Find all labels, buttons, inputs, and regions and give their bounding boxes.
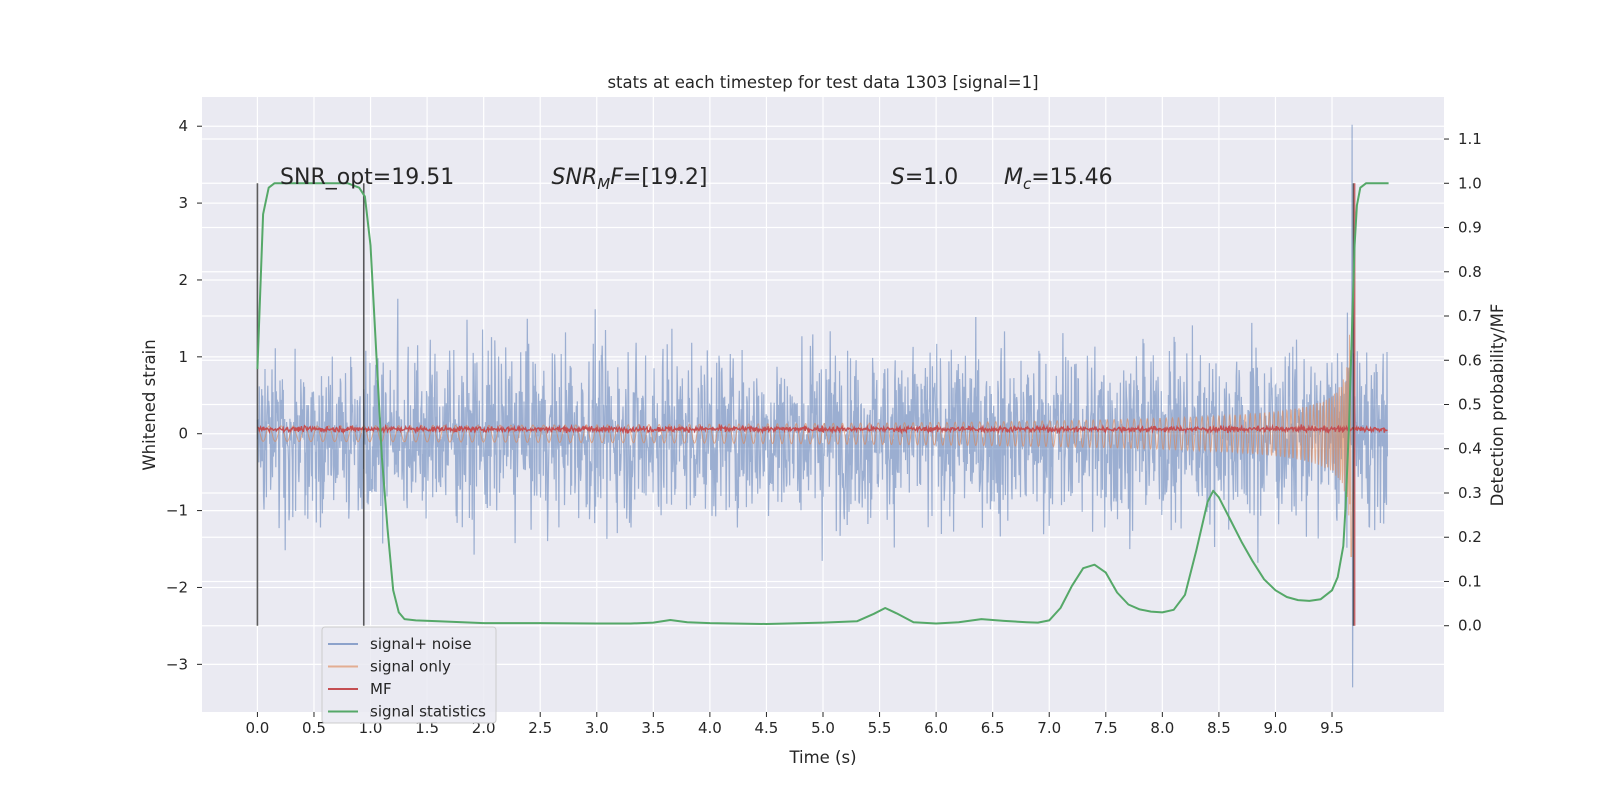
y-tick-label-left: 1 (178, 348, 188, 366)
legend: signal+ noise signal only MF signal statist… (321, 626, 497, 724)
x-tick-label: 5.5 (868, 719, 892, 737)
legend-label-3: signal statistics (370, 703, 486, 721)
legend-box (321, 626, 497, 724)
annotation-3: Mc=15.46 (1004, 165, 1113, 193)
series-signal-statistics-line (256, 182, 1389, 625)
y-tick-label-right: 0.9 (1458, 219, 1482, 237)
series-signal-only-line (257, 334, 1356, 557)
y-tick-label-left: 0 (178, 425, 188, 443)
x-tick-label: 6.5 (981, 719, 1005, 737)
x-tick-label: 2.5 (528, 719, 552, 737)
y-tick-label-left: 2 (178, 271, 188, 289)
y-tick-label-right: 0.4 (1458, 440, 1482, 458)
x-axis-label: Time (s) (788, 748, 856, 767)
x-tick-label: 8.0 (1150, 719, 1174, 737)
series-mf-line (257, 423, 1388, 435)
x-tick-label: 4.5 (755, 719, 779, 737)
legend-label-1: signal only (370, 658, 451, 676)
x-tick-label: 5.0 (811, 719, 835, 737)
y-axis-label-right: Detection probability/MF (1488, 304, 1507, 507)
x-tick-label: 3.0 (585, 719, 609, 737)
y-tick-label-left: −2 (166, 578, 188, 596)
y-tick-label-right: 1.1 (1458, 130, 1482, 148)
annotation-1: SNRMF=[19.2] (552, 165, 708, 193)
chart-title: stats at each timestep for test data 130… (607, 73, 1038, 92)
x-tick-label: 8.5 (1207, 719, 1231, 737)
x-tick-label: 9.0 (1264, 719, 1288, 737)
y-axis-label-left: Whitened strain (140, 339, 159, 470)
annotation-0: SNR_opt=19.51 (280, 165, 454, 190)
y-tick-label-right: 0.6 (1458, 351, 1482, 369)
y-tick-label-right: 0.5 (1458, 396, 1482, 414)
x-tick-label: 3.5 (641, 719, 665, 737)
y-tick-label-left: −3 (166, 655, 188, 673)
x-tick-label: 7.0 (1037, 719, 1061, 737)
legend-label-0: signal+ noise (370, 635, 472, 653)
y-tick-label-right: 0.7 (1458, 307, 1482, 325)
x-tick-label: 7.5 (1094, 719, 1118, 737)
annotation-2: S=1.0 (891, 165, 958, 190)
legend-label-2: MF (370, 680, 392, 698)
x-tick-label: 6.0 (924, 719, 948, 737)
x-tick-label: 0.5 (302, 719, 326, 737)
y-tick-label-right: 0.1 (1458, 572, 1482, 590)
y-tick-label-left: 3 (178, 194, 188, 212)
y-tick-label-right: 0.8 (1458, 263, 1482, 281)
y-tick-label-right: 0.2 (1458, 528, 1482, 546)
x-tick-label: 0.0 (245, 719, 269, 737)
y-tick-label-left: 4 (178, 117, 188, 135)
y-tick-label-right: 0.0 (1458, 617, 1482, 635)
series-signal-noise-line (256, 124, 1388, 688)
y-tick-label-right: 0.3 (1458, 484, 1482, 502)
x-tick-label: 9.5 (1320, 719, 1344, 737)
y-tick-label-left: −1 (166, 502, 188, 520)
y-tick-label-right: 1.0 (1458, 174, 1482, 192)
x-tick-label: 4.0 (698, 719, 722, 737)
